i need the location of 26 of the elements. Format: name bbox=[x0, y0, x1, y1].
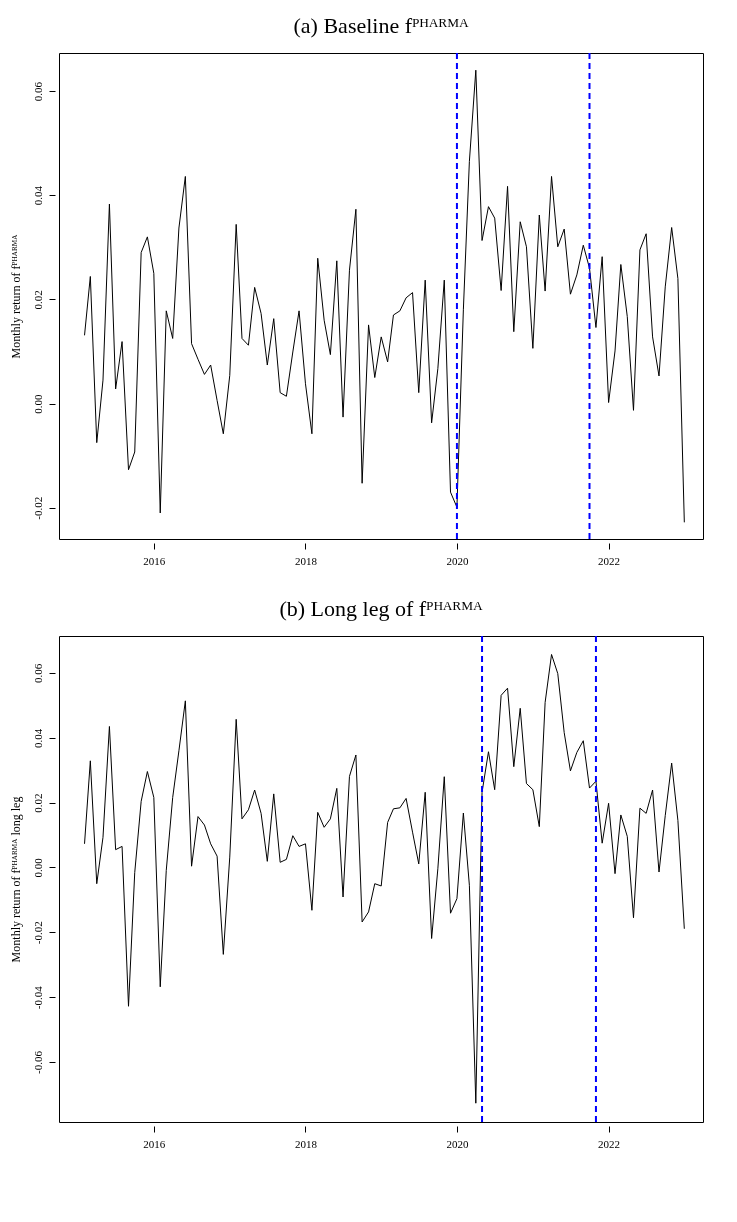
y-axis-title: Monthly return of fᴾᴴᴬᴿᴹᴬ long leg bbox=[8, 796, 23, 963]
x-tick-label: 2022 bbox=[598, 554, 621, 567]
x-tick-label: 2022 bbox=[598, 1137, 621, 1150]
chart-title: (a) Baseline fᴾᴴᴬᴿᴹᴬ bbox=[293, 13, 470, 38]
y-tick-label: 0.00 bbox=[31, 857, 44, 878]
x-tick-label: 2016 bbox=[143, 554, 166, 567]
y-tick-label: -0.02 bbox=[31, 496, 44, 520]
y-tick-label: 0.04 bbox=[31, 728, 44, 748]
y-tick-label: 0.00 bbox=[31, 393, 44, 414]
y-tick-label: 0.04 bbox=[31, 185, 44, 206]
y-tick-label: -0.06 bbox=[31, 1050, 44, 1074]
line-series bbox=[84, 69, 685, 523]
x-tick-label: 2020 bbox=[446, 1137, 469, 1150]
y-tick-label: -0.04 bbox=[31, 985, 44, 1010]
x-tick-label: 2018 bbox=[294, 554, 318, 567]
y-tick-label: 0.02 bbox=[31, 290, 44, 310]
x-tick-label: 2018 bbox=[294, 1137, 318, 1150]
y-tick-label: 0.02 bbox=[31, 793, 44, 813]
x-tick-label: 2020 bbox=[446, 554, 469, 567]
line-series bbox=[84, 653, 685, 1104]
y-tick-label: 0.06 bbox=[31, 81, 44, 102]
y-tick-label: 0.06 bbox=[31, 663, 44, 684]
y-axis-title: Monthly return of fᴾᴴᴬᴿᴹᴬ bbox=[8, 233, 23, 359]
x-tick-label: 2016 bbox=[143, 1137, 166, 1150]
chart-title: (b) Long leg of fᴾᴴᴬᴿᴹᴬ bbox=[279, 596, 484, 621]
y-tick-label: -0.02 bbox=[31, 921, 44, 945]
